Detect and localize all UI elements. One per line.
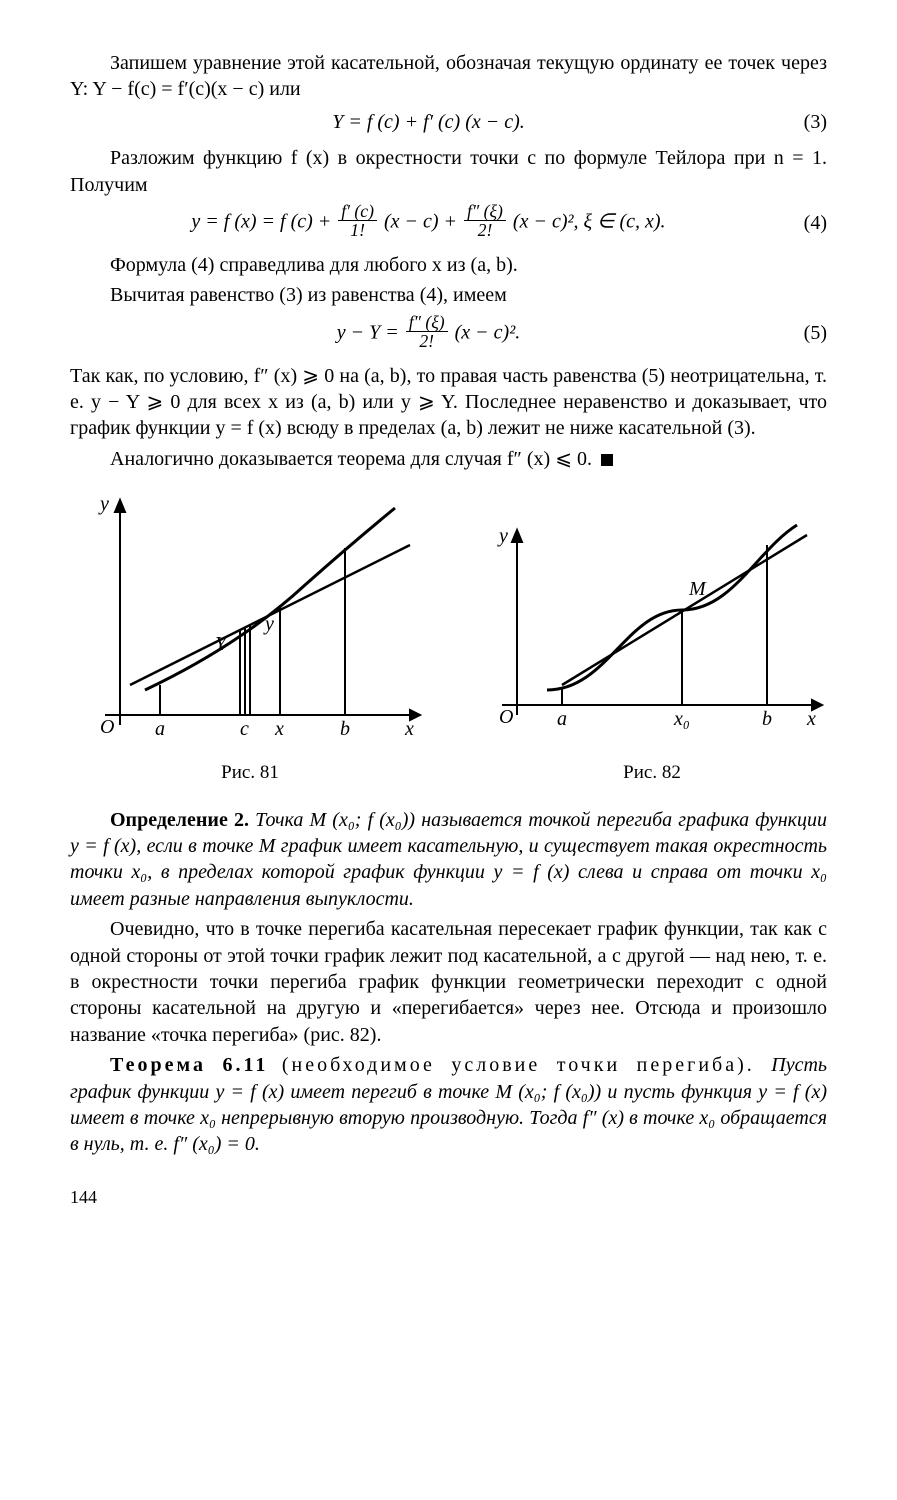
eq4-frac2-den: 2!	[464, 221, 506, 239]
fig82-label-M: M	[688, 578, 707, 600]
figure-82-caption: Рис. 82	[477, 760, 827, 785]
eq4-frac1: f′ (c) 1!	[338, 202, 377, 240]
equation-3: Y = f (c) + f′ (c) (x − c). (3)	[70, 109, 827, 135]
fig82-label-y: y	[497, 525, 508, 547]
figure-81: y O a c x b x Y y Рис. 81	[70, 490, 430, 798]
equation-5: y − Y = f″ (ξ) 2! (x − c)². (5)	[70, 315, 827, 353]
qed-icon	[601, 454, 613, 466]
figure-81-svg: y O a c x b x Y y	[70, 490, 430, 750]
equation-4: y = f (x) = f (c) + f′ (c) 1! (x − c) + …	[70, 204, 827, 242]
eq5-frac: f″ (ξ) 2!	[406, 313, 448, 351]
eq4-frac2: f″ (ξ) 2!	[464, 202, 506, 240]
eq4-frac1-num: f′ (c)	[338, 202, 377, 221]
fig81-label-a: a	[155, 718, 165, 740]
equation-3-number: (3)	[787, 109, 827, 135]
paragraph-obvious: Очевидно, что в точке перегиба касательн…	[70, 916, 827, 1048]
fig81-label-ysmall: y	[263, 613, 274, 635]
fig82-label-xaxis: x	[806, 708, 816, 730]
figure-82: y O a x₀ b x M Рис. 82	[477, 490, 827, 798]
equation-3-body: Y = f (c) + f′ (c) (x − c).	[70, 109, 787, 135]
paragraph-intro: Запишем уравнение этой касательной, обоз…	[70, 50, 827, 103]
paragraph-taylor: Разложим функцию f (x) в окрестности точ…	[70, 145, 827, 198]
equation-5-body: y − Y = f″ (ξ) 2! (x − c)².	[70, 315, 787, 353]
figure-81-caption: Рис. 81	[70, 760, 430, 785]
fig82-label-b: b	[762, 708, 772, 730]
fig81-label-Y: Y	[215, 633, 228, 655]
figure-row: y O a c x b x Y y Рис. 81	[70, 490, 827, 798]
eq5-right: (x − c)².	[455, 321, 521, 343]
paragraph-analogous-text: Аналогично доказывается теорема для случ…	[110, 448, 597, 470]
eq4-mid1: (x − c) +	[384, 211, 462, 233]
paragraph-analogous: Аналогично доказывается теорема для случ…	[70, 446, 827, 472]
figure-82-svg: y O a x₀ b x M	[477, 490, 827, 750]
fig82-label-x0: x₀	[673, 708, 690, 730]
fig81-label-x: x	[274, 718, 284, 740]
theorem-paren: (необходимое условие точки перегиба).	[282, 1054, 771, 1076]
paragraph-subtract: Вычитая равенство (3) из равенства (4), …	[70, 282, 827, 308]
paragraph-conclusion: Так как, по условию, f″ (x) ⩾ 0 на (a, b…	[70, 363, 827, 442]
equation-4-body: y = f (x) = f (c) + f′ (c) 1! (x − c) + …	[70, 204, 787, 242]
fig81-label-c: c	[240, 718, 249, 740]
eq5-left: y − Y =	[337, 321, 404, 343]
fig81-label-O: O	[100, 716, 114, 738]
page-number: 144	[70, 1186, 827, 1210]
eq4-mid2: (x − c)², ξ ∈ (c, x).	[513, 211, 666, 233]
definition-2: Определение 2. Точка M (x₀; f (x₀)) назы…	[70, 807, 827, 913]
fig81-label-b: b	[340, 718, 350, 740]
eq5-frac-num: f″ (ξ)	[406, 313, 448, 332]
equation-4-number: (4)	[787, 210, 827, 236]
eq4-frac2-num: f″ (ξ)	[464, 202, 506, 221]
equation-5-number: (5)	[787, 320, 827, 346]
fig82-label-O: O	[499, 706, 513, 728]
fig81-label-y: y	[98, 493, 109, 515]
eq4-frac1-den: 1!	[338, 221, 377, 239]
paragraph-formula-valid: Формула (4) справедлива для любого x из …	[70, 252, 827, 278]
eq4-left: y = f (x) = f (c) +	[191, 211, 336, 233]
fig82-label-a: a	[557, 708, 567, 730]
fig81-label-xaxis: x	[404, 718, 414, 740]
definition-2-label: Определение 2.	[110, 809, 255, 831]
theorem-label: Теорема 6.11	[110, 1054, 268, 1076]
theorem-6-11: Теорема 6.11 (необходимое условие точки …	[70, 1052, 827, 1158]
eq5-frac-den: 2!	[406, 332, 448, 350]
